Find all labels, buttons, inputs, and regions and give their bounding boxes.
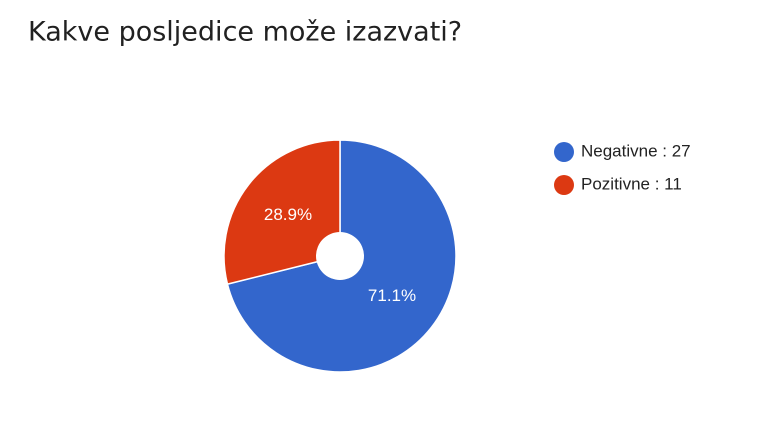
legend-label: Negativne : 27: [581, 141, 691, 160]
legend-swatch: [554, 142, 574, 162]
data-label: 28.9%: [264, 205, 312, 224]
donut-hole: [316, 232, 364, 280]
legend-label: Pozitivne : 11: [581, 174, 682, 193]
chart-title: Kakve posljedice može izazvati?: [28, 17, 462, 48]
pie-slice: [223, 139, 341, 286]
legend-swatch: [554, 175, 574, 195]
data-label: 71.1%: [368, 286, 416, 305]
